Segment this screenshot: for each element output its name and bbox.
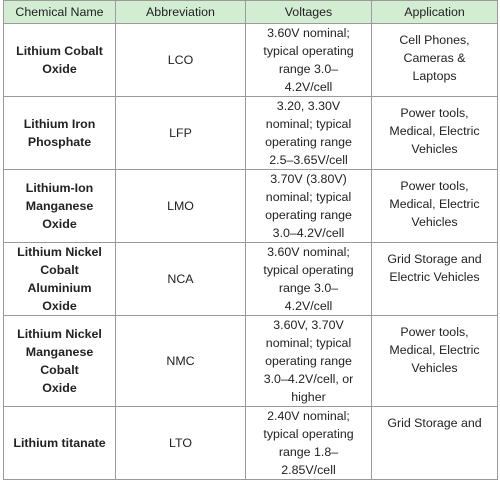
voltage-cell: 2.40V nominal; typical operating range 1… [245, 406, 372, 480]
abbreviation-cell: LFP [115, 96, 246, 170]
table-row: Lithium Nickel Cobalt Aluminium Oxide NC… [3, 242, 498, 316]
application-cell: Cell Phones, Cameras & Laptops [371, 23, 498, 97]
abbreviation-cell: LMO [115, 169, 246, 243]
header-row: Chemical Name Abbreviation Voltages Appl… [3, 0, 498, 24]
table-row: Lithium Cobalt Oxide LCO 3.60V nominal; … [3, 23, 498, 97]
application-cell: Power tools, Medical, Electric Vehicles [371, 169, 498, 243]
chemical-name-cell: Lithium Nickel Cobalt Aluminium Oxide [3, 242, 116, 316]
application-cell: Power tools, Medical, Electric Vehicles [371, 315, 498, 407]
header-application: Application [371, 0, 498, 24]
voltage-cell: 3.60V, 3.70V nominal; typical operating … [245, 315, 372, 407]
voltage-cell: 3.20, 3.30V nominal; typical operating r… [245, 96, 372, 170]
chemical-name-cell: Lithium Iron Phosphate [3, 96, 116, 170]
voltage-cell: 3.60V nominal; typical operating range 3… [245, 23, 372, 97]
table-row: Lithium-Ion Manganese Oxide LMO 3.70V (3… [3, 169, 498, 243]
voltage-cell: 3.70V (3.80V) nominal; typical operating… [245, 169, 372, 243]
abbreviation-cell: LTO [115, 406, 246, 480]
battery-chemistry-table: Chemical Name Abbreviation Voltages Appl… [3, 0, 498, 480]
header-voltages: Voltages [245, 0, 372, 24]
table-row: Lithium titanate LTO 2.40V nominal; typi… [3, 406, 498, 480]
application-cell: Grid Storage and Electric Vehicles [371, 242, 498, 316]
chemical-name-cell: Lithium-Ion Manganese Oxide [3, 169, 116, 243]
chemical-name-cell: Lithium Cobalt Oxide [3, 23, 116, 97]
chemical-name-cell: Lithium titanate [3, 406, 116, 480]
header-abbreviation: Abbreviation [115, 0, 246, 24]
abbreviation-cell: LCO [115, 23, 246, 97]
abbreviation-cell: NMC [115, 315, 246, 407]
application-cell: Grid Storage and [371, 406, 498, 480]
table-row: Lithium Iron Phosphate LFP 3.20, 3.30V n… [3, 96, 498, 170]
abbreviation-cell: NCA [115, 242, 246, 316]
voltage-cell: 3.60V nominal; typical operating range 3… [245, 242, 372, 316]
chemical-name-cell: Lithium Nickel Manganese Cobalt Oxide [3, 315, 116, 407]
application-cell: Power tools, Medical, Electric Vehicles [371, 96, 498, 170]
table-row: Lithium Nickel Manganese Cobalt Oxide NM… [3, 315, 498, 407]
header-chemical-name: Chemical Name [3, 0, 116, 24]
